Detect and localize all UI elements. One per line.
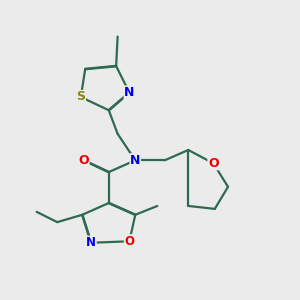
Text: N: N	[130, 154, 140, 167]
Text: N: N	[124, 86, 135, 99]
Text: O: O	[124, 235, 134, 248]
Text: S: S	[76, 91, 85, 103]
Text: O: O	[208, 157, 219, 170]
Text: N: N	[86, 236, 96, 249]
Text: O: O	[78, 154, 89, 167]
